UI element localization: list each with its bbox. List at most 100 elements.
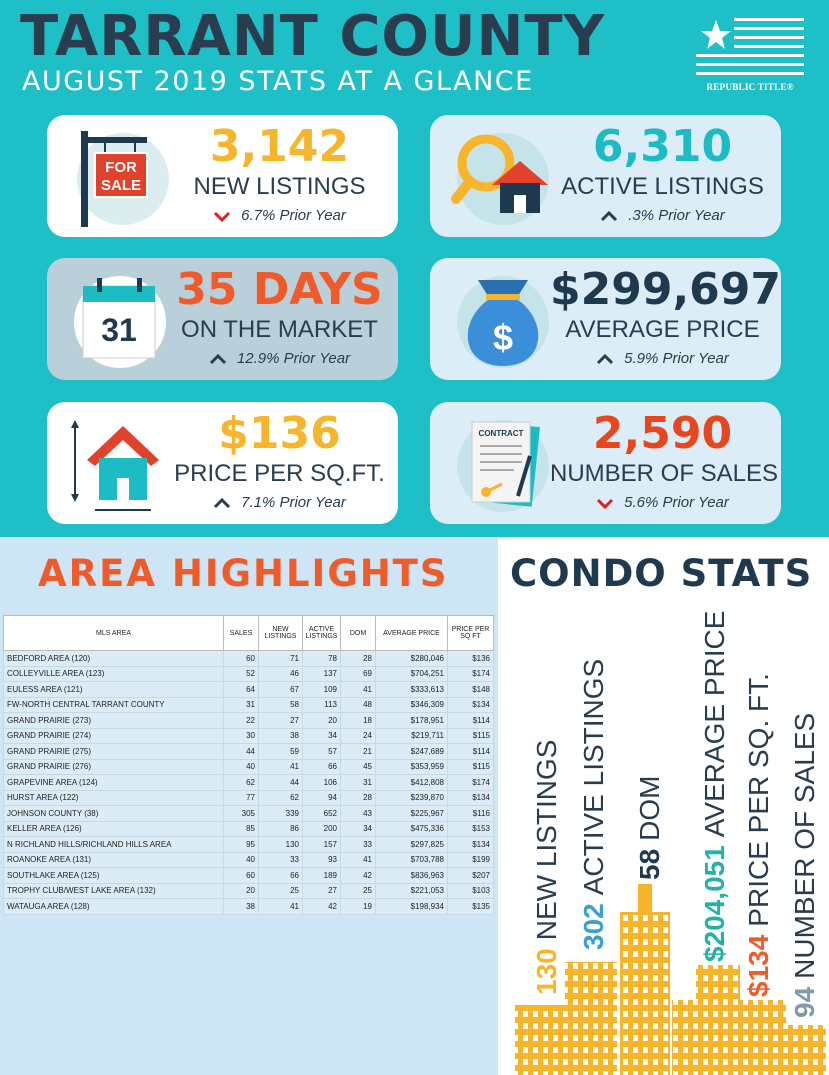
table-cell: 31 <box>340 774 376 791</box>
condo-value: $134 <box>743 934 774 997</box>
table-cell: WATAUGA AREA (128) <box>3 898 224 915</box>
table-cell: $174 <box>447 774 494 791</box>
table-cell: 38 <box>223 898 259 915</box>
table-cell: $148 <box>447 681 494 698</box>
table-cell: 28 <box>340 650 376 667</box>
change-text: .3% Prior Year <box>628 207 725 224</box>
table-cell: $353,959 <box>375 758 448 775</box>
card-text: $136 PRICE PER SQ.FT. 7.1% Prior Year <box>167 402 392 511</box>
table-cell: 130 <box>258 836 303 853</box>
table-cell: 64 <box>223 681 259 698</box>
stat-card: $136 PRICE PER SQ.FT. 7.1% Prior Year <box>47 402 398 524</box>
table-cell: $134 <box>447 836 494 853</box>
stat-card: 31 35 DAYS ON THE MARKET 12.9% Prior Year <box>47 258 398 380</box>
table-cell: $198,934 <box>375 898 448 915</box>
table-cell: 41 <box>258 898 303 915</box>
table-row: N RICHLAND HILLS/RICHLAND HILLS AREA 95 13… <box>3 836 494 853</box>
table-cell: $178,951 <box>375 712 448 729</box>
table-cell: 48 <box>340 696 376 713</box>
table-cell: 38 <box>258 727 303 744</box>
table-cell: 40 <box>223 758 259 775</box>
header-row: MLS AREA SALES NEW LISTINGS ACTIVE LISTINGS… <box>3 615 494 651</box>
table-cell: $704,251 <box>375 665 448 682</box>
condo-label: AVERAGE PRICE <box>699 611 730 838</box>
table-cell: $103 <box>447 882 494 899</box>
table-cell: 27 <box>302 882 341 899</box>
table-cell: 45 <box>340 758 376 775</box>
table-cell: 20 <box>302 712 341 729</box>
card-value: 35 DAYS <box>176 264 383 315</box>
table-row: EULESS AREA (121) 64 67 109 41 $333,613 $148 <box>3 681 494 698</box>
stat-card: CONTRACT 2,590 NUMBER OF SALES 5.6% Prior … <box>430 402 781 524</box>
column-header: AVERAGE PRICE <box>375 615 448 651</box>
condo-stat: 302 ACTIVE LISTINGS <box>578 659 609 950</box>
table-cell: 60 <box>223 650 259 667</box>
condo-stat: $134 PRICE PER SQ. FT. <box>743 673 774 997</box>
condo-value: 130 <box>531 948 562 995</box>
table-cell: 59 <box>258 743 303 760</box>
table-cell: 40 <box>223 851 259 868</box>
change-text: 12.9% Prior Year <box>236 350 351 367</box>
table-row: KELLER AREA (126) 85 86 200 34 $475,336 $153 <box>3 820 494 837</box>
table-cell: 41 <box>340 681 376 698</box>
table-cell: 33 <box>340 836 376 853</box>
table-cell: $219,711 <box>375 727 448 744</box>
table-cell: $136 <box>447 650 494 667</box>
for-sale-icon: FOR SALE <box>77 131 169 227</box>
table-row: TROPHY CLUB/WEST LAKE AREA (132) 20 25 27 25… <box>3 882 494 899</box>
table-cell: 58 <box>258 696 303 713</box>
table-cell: 157 <box>302 836 341 853</box>
table-cell: $134 <box>447 696 494 713</box>
table-cell: 24 <box>340 727 376 744</box>
card-label: NEW LISTINGS <box>193 173 366 200</box>
logo: REPUBLIC TITLE® <box>696 18 804 93</box>
table-cell: 189 <box>302 867 341 884</box>
table-cell: 305 <box>223 805 259 822</box>
table-cell: 44 <box>258 774 303 791</box>
table-cell: 86 <box>258 820 303 837</box>
table-cell: 93 <box>302 851 341 868</box>
column-header: DOM <box>340 615 376 651</box>
card-change: 7.1% Prior Year <box>167 494 392 511</box>
table-cell: 46 <box>258 665 303 682</box>
condo-value: $204,051 <box>699 845 730 962</box>
card-value: 3,142 <box>209 121 350 172</box>
trend-chevron <box>597 353 614 365</box>
card-text: 2,590 NUMBER OF SALES 5.6% Prior Year <box>550 402 778 511</box>
condo-stat: 130 NEW LISTINGS <box>531 740 562 995</box>
table-cell: $115 <box>447 727 494 744</box>
icon-text: FOR <box>105 159 137 176</box>
change-text: 5.9% Prior Year <box>624 350 729 367</box>
table-cell: GRAND PRAIRIE (273) <box>3 712 224 729</box>
card-text: 6,310 ACTIVE LISTINGS .3% Prior Year <box>550 115 775 224</box>
table-cell: $199 <box>447 851 494 868</box>
card-change: 6.7% Prior Year <box>167 207 392 224</box>
table-cell: $297,825 <box>375 836 448 853</box>
condo-value: 58 <box>634 849 665 880</box>
table-cell: 60 <box>223 867 259 884</box>
card-label: AVERAGE PRICE <box>565 316 760 343</box>
table-cell: 28 <box>340 789 376 806</box>
table-cell: $333,613 <box>375 681 448 698</box>
table-cell: 22 <box>223 712 259 729</box>
card-value: 6,310 <box>592 121 733 172</box>
table-cell: 34 <box>302 727 341 744</box>
card-text: $299,697 AVERAGE PRICE 5.9% Prior Year <box>550 258 781 367</box>
card-label: ON THE MARKET <box>181 316 378 343</box>
card-change: .3% Prior Year <box>550 207 775 224</box>
table-row: JOHNSON COUNTY (38) 305 339 652 43 $225,967 $1… <box>3 805 494 822</box>
table-cell: $346,309 <box>375 696 448 713</box>
table-cell: 106 <box>302 774 341 791</box>
condo-panel: 130 NEW LISTINGS 302 ACTIVE LISTINGS 58 DOM $2… <box>515 611 826 1075</box>
table-cell: EULESS AREA (121) <box>3 681 224 698</box>
column-header: NEW LISTINGS <box>258 615 303 651</box>
condo-label: PRICE PER SQ. FT. <box>743 673 774 927</box>
table-cell: $115 <box>447 758 494 775</box>
card-text: 3,142 NEW LISTINGS 6.7% Prior Year <box>167 115 392 224</box>
change-text: 7.1% Prior Year <box>241 494 346 511</box>
table-cell: 30 <box>223 727 259 744</box>
card-text: 35 DAYS ON THE MARKET 12.9% Prior Year <box>167 258 392 367</box>
table-cell: BEDFORD AREA (120) <box>3 650 224 667</box>
section-title: AREA HIGHLIGHTS <box>38 552 449 595</box>
table-cell: $153 <box>447 820 494 837</box>
